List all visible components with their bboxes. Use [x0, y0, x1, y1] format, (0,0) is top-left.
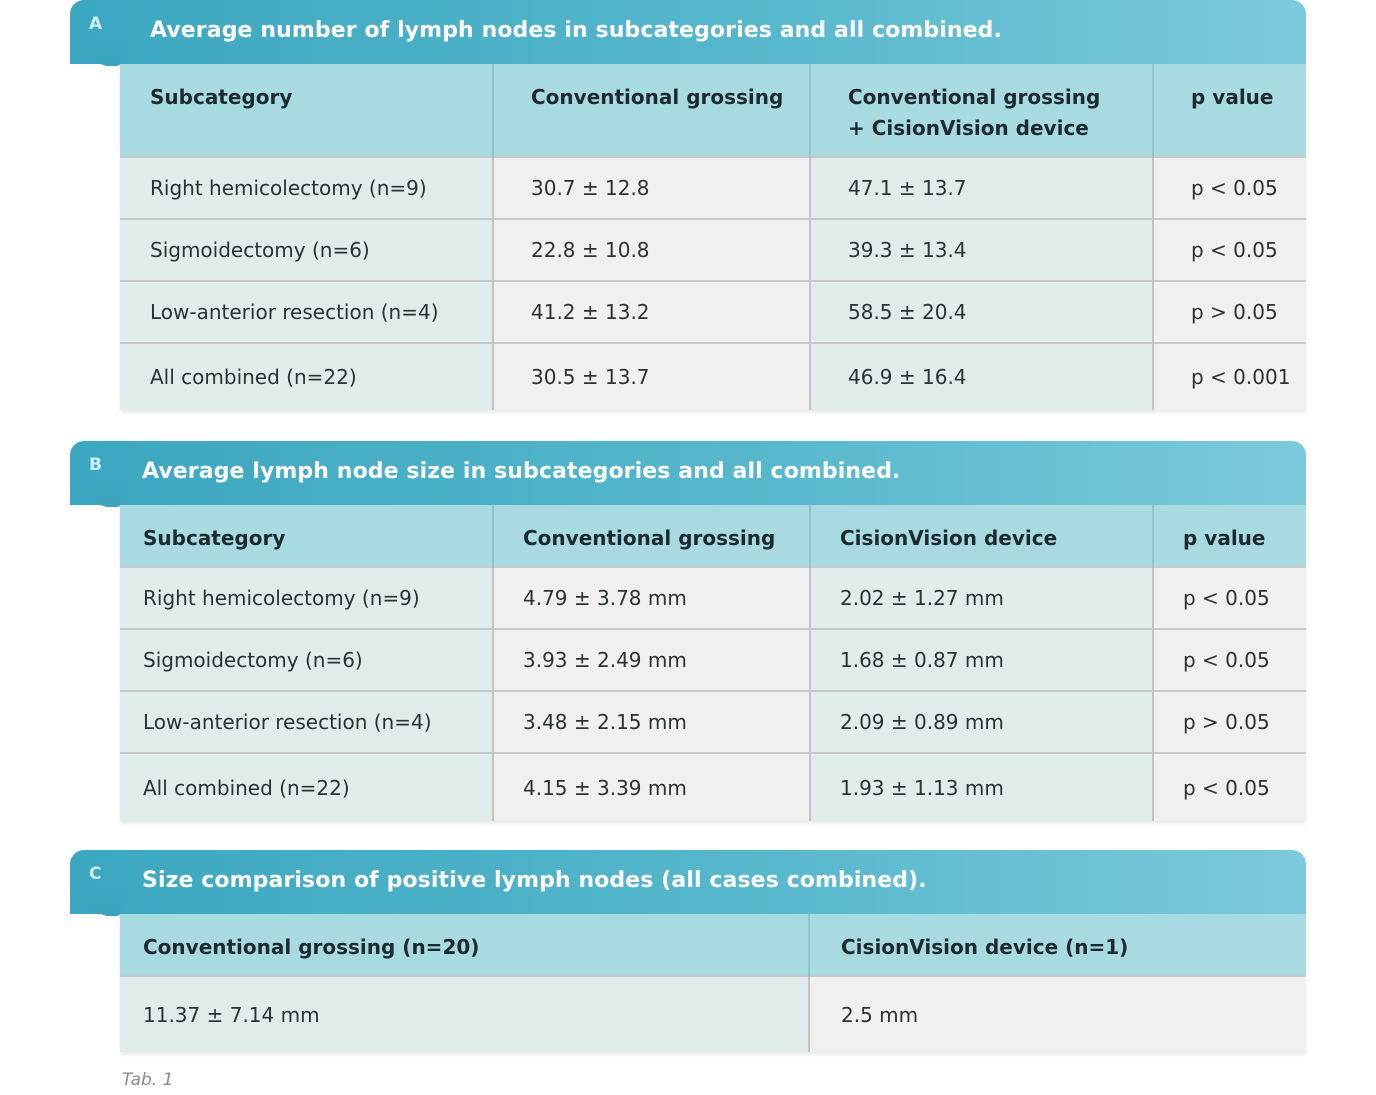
panel-a-letter: A: [89, 14, 103, 34]
table-cell: Low-anterior resection (n=4): [120, 280, 494, 343]
table-cell: 1.68 ± 0.87 mm: [810, 628, 1154, 691]
column-header: CisionVision device: [810, 505, 1154, 567]
table-cell: p < 0.05: [1153, 628, 1306, 691]
header-row: Conventional grossing (n=20) CisionVisio…: [120, 914, 1306, 976]
table-cell: p < 0.05: [1153, 156, 1306, 219]
table-cell: 4.15 ± 3.39 mm: [493, 752, 811, 821]
table-cell: 47.1 ± 13.7: [810, 156, 1154, 219]
table-row: Right hemicolectomy (n=9) 4.79 ± 3.78 mm…: [120, 566, 1306, 629]
column-header: p value: [1153, 64, 1306, 157]
table-cell: 2.02 ± 1.27 mm: [810, 566, 1154, 629]
table-cell: 11.37 ± 7.14 mm: [120, 975, 810, 1052]
table-cell: p < 0.05: [1153, 752, 1306, 821]
table-cell: 2.5 mm: [809, 975, 1306, 1052]
column-header: Conventional grossing (n=20): [120, 914, 810, 976]
column-header: Conventional grossing: [493, 505, 811, 567]
panel-c-tab: [70, 890, 122, 916]
table-cell: 39.3 ± 13.4: [810, 218, 1154, 281]
column-header: Conventional grossing: [493, 64, 811, 157]
table-row: Right hemicolectomy (n=9) 30.7 ± 12.8 47…: [120, 156, 1306, 219]
table-cell: 3.48 ± 2.15 mm: [493, 690, 811, 753]
table-cell: 2.09 ± 0.89 mm: [810, 690, 1154, 753]
column-header: Conventional grossing + CisionVision dev…: [810, 64, 1154, 157]
lymph-node-size-table: Subcategory Conventional grossing Cision…: [120, 505, 1306, 821]
table-cell: Low-anterior resection (n=4): [120, 690, 494, 753]
table-cell: Sigmoidectomy (n=6): [120, 628, 494, 691]
table-cell: p > 0.05: [1153, 280, 1306, 343]
table-cell: 46.9 ± 16.4: [810, 342, 1154, 410]
table-cell: 58.5 ± 20.4: [810, 280, 1154, 343]
panel-a-title-bar: A Average number of lymph nodes in subca…: [70, 0, 1306, 66]
table-row: All combined (n=22) 4.15 ± 3.39 mm 1.93 …: [120, 752, 1306, 821]
column-header: CisionVision device (n=1): [809, 914, 1306, 976]
table-panel-c: C Size comparison of positive lymph node…: [70, 850, 1306, 1052]
table-cell: All combined (n=22): [120, 752, 494, 821]
table-cell: p < 0.001: [1153, 342, 1306, 410]
table-cell: Right hemicolectomy (n=9): [120, 156, 494, 219]
panel-b-letter: B: [89, 455, 102, 475]
table-cell: 22.8 ± 10.8: [493, 218, 811, 281]
table-cell: 1.93 ± 1.13 mm: [810, 752, 1154, 821]
table-row: Sigmoidectomy (n=6) 3.93 ± 2.49 mm 1.68 …: [120, 628, 1306, 691]
table-cell: p > 0.05: [1153, 690, 1306, 753]
panel-b-tab: [70, 481, 122, 507]
panel-c-title-bar: C Size comparison of positive lymph node…: [70, 850, 1306, 916]
table-cell: p < 0.05: [1153, 566, 1306, 629]
panel-c-letter: C: [89, 864, 102, 884]
lymph-node-count-table: Subcategory Conventional grossing Conven…: [120, 64, 1306, 410]
panel-c-title: Size comparison of positive lymph nodes …: [142, 868, 927, 893]
table-cell: 4.79 ± 3.78 mm: [493, 566, 811, 629]
column-header: Subcategory: [120, 505, 494, 567]
table-row: Sigmoidectomy (n=6) 22.8 ± 10.8 39.3 ± 1…: [120, 218, 1306, 281]
table-panel-b: B Average lymph node size in subcategori…: [70, 441, 1306, 821]
table-cell: 30.7 ± 12.8: [493, 156, 811, 219]
table-cell: All combined (n=22): [120, 342, 494, 410]
table-cell: 41.2 ± 13.2: [493, 280, 811, 343]
panel-b-title: Average lymph node size in subcategories…: [142, 459, 901, 484]
table-row: Low-anterior resection (n=4) 3.48 ± 2.15…: [120, 690, 1306, 753]
column-header: p value: [1153, 505, 1306, 567]
positive-lymph-node-size-table: Conventional grossing (n=20) CisionVisio…: [120, 914, 1306, 1052]
column-header: Subcategory: [120, 64, 494, 157]
table-cell: Right hemicolectomy (n=9): [120, 566, 494, 629]
table-row: Low-anterior resection (n=4) 41.2 ± 13.2…: [120, 280, 1306, 343]
table-caption: Tab. 1: [122, 1070, 174, 1090]
table-cell: p < 0.05: [1153, 218, 1306, 281]
table-row: All combined (n=22) 30.5 ± 13.7 46.9 ± 1…: [120, 342, 1306, 410]
panel-a-title: Average number of lymph nodes in subcate…: [150, 18, 1002, 43]
header-row: Subcategory Conventional grossing Cision…: [120, 505, 1306, 567]
table-cell: 3.93 ± 2.49 mm: [493, 628, 811, 691]
table-cell: Sigmoidectomy (n=6): [120, 218, 494, 281]
header-row: Subcategory Conventional grossing Conven…: [120, 64, 1306, 157]
panel-a-tab: [70, 40, 122, 66]
table-row: 11.37 ± 7.14 mm 2.5 mm: [120, 975, 1306, 1052]
table-cell: 30.5 ± 13.7: [493, 342, 811, 410]
table-panel-a: A Average number of lymph nodes in subca…: [70, 0, 1306, 410]
panel-b-title-bar: B Average lymph node size in subcategori…: [70, 441, 1306, 507]
